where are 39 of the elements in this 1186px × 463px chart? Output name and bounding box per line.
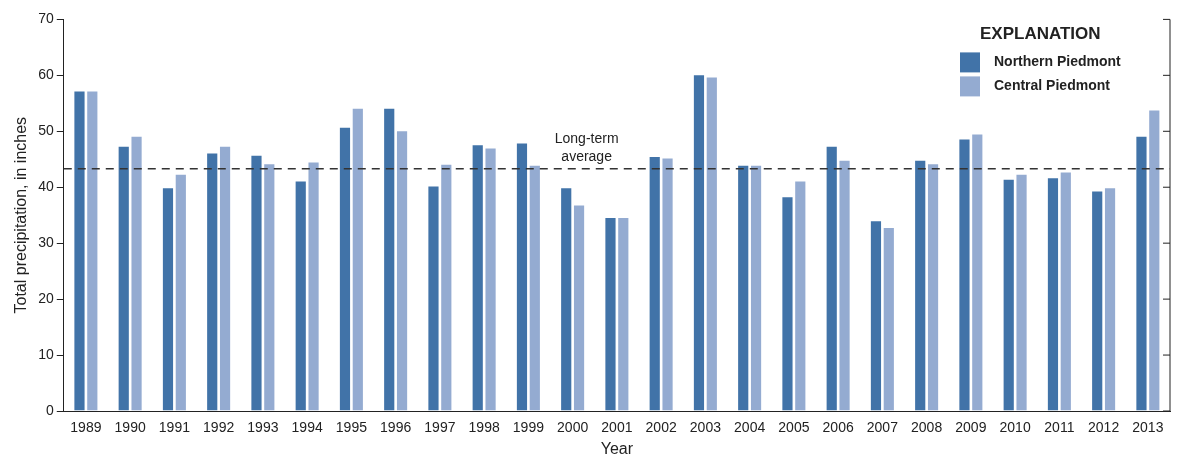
x-tick-label: 2001 — [601, 419, 633, 436]
y-tick-label: 10 — [38, 345, 54, 362]
x-tick-label: 2002 — [645, 419, 677, 436]
ref-line-label: Long-term average — [554, 129, 619, 164]
y-tick-label: 0 — [45, 401, 54, 418]
y-tick-label: 40 — [38, 178, 54, 195]
y-tick-label: 70 — [38, 10, 54, 27]
x-axis-title: Year — [600, 439, 634, 457]
x-tick-label: 2013 — [1132, 419, 1164, 436]
x-tick-label: 1995 — [335, 419, 368, 436]
x-tick-label: 2004 — [734, 419, 766, 436]
legend-label: Northern Piedmont — [994, 53, 1122, 70]
x-tick-label: 1993 — [247, 419, 279, 436]
legend-title: EXPLANATION — [980, 23, 1101, 43]
y-tick-label: 30 — [38, 234, 54, 251]
legend-label: Central Piedmont — [994, 77, 1111, 94]
x-tick-label: 2003 — [689, 419, 722, 436]
x-tick-label: 1990 — [114, 419, 146, 436]
x-tick-label: 1992 — [203, 419, 235, 436]
x-tick-label: 2010 — [999, 419, 1031, 436]
x-tick-label: 1997 — [424, 419, 456, 436]
x-tick-label: 2011 — [1044, 419, 1075, 436]
x-tick-label: 1996 — [380, 419, 412, 436]
y-tick-label: 50 — [38, 122, 54, 139]
y-tick-label: 20 — [38, 289, 54, 306]
x-tick-label: 2009 — [955, 419, 987, 436]
x-tick-label: 1991 — [158, 419, 191, 436]
x-tick-label: 2008 — [911, 419, 943, 436]
x-tick-label: 2007 — [866, 419, 899, 436]
x-tick-label: 2005 — [778, 419, 810, 436]
x-tick-label: 1994 — [291, 419, 323, 436]
x-tick-label: 2000 — [557, 419, 589, 436]
x-tick-label: 1998 — [468, 419, 500, 436]
x-tick-label: 1989 — [70, 419, 102, 436]
x-tick-label: 1999 — [512, 419, 545, 436]
y-tick-label: 60 — [38, 66, 54, 83]
x-tick-label: 2012 — [1088, 419, 1120, 436]
x-tick-label: 2006 — [822, 419, 854, 436]
y-axis-title: Total precipitation, in inches — [12, 116, 30, 314]
